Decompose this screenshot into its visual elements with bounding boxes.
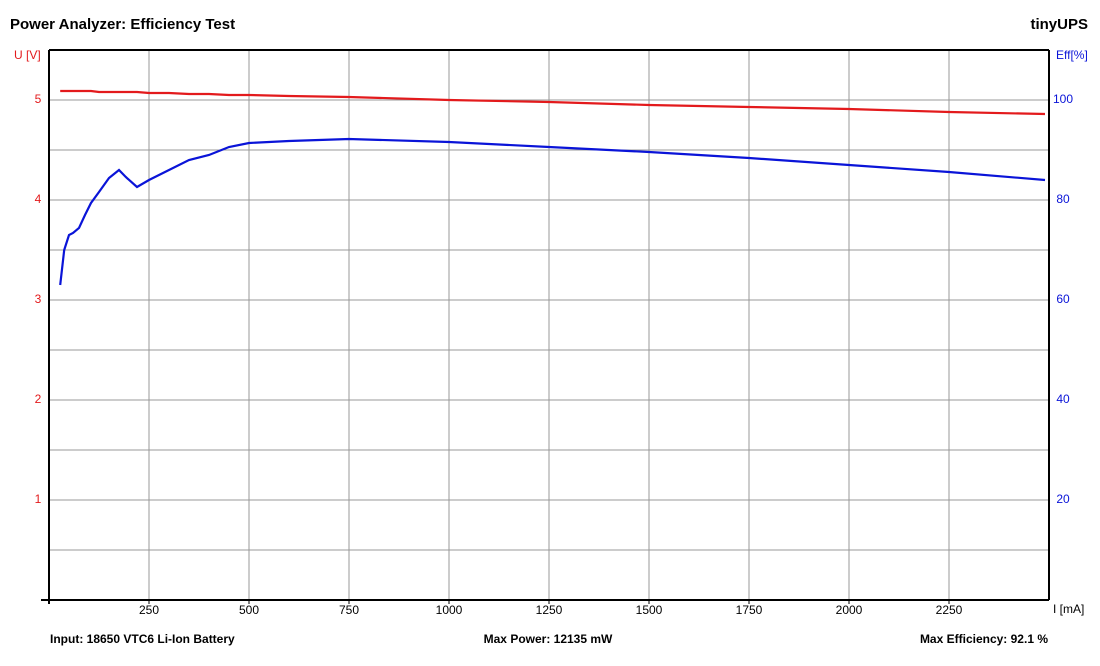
brand: tinyUPS	[1030, 16, 1088, 33]
chart-title: Power Analyzer: Efficiency Test	[10, 16, 235, 33]
footer-center: Max Power: 12135 mW	[484, 632, 613, 646]
x-tick-label: 1500	[636, 603, 663, 617]
y-tick-label: 2	[35, 392, 42, 406]
y2-tick-label: 40	[1056, 392, 1070, 406]
x-tick-label: 1750	[736, 603, 763, 617]
y2-tick-label: 100	[1053, 92, 1073, 106]
y-tick-label: 4	[35, 192, 42, 206]
x-tick-label: 500	[239, 603, 259, 617]
y2-tick-label: 80	[1056, 192, 1070, 206]
y-tick-label: 1	[35, 492, 42, 506]
x-tick-label: 2000	[836, 603, 863, 617]
y2-tick-label: 20	[1056, 492, 1070, 506]
footer-right: Max Efficiency: 92.1 %	[920, 632, 1048, 646]
series-line	[60, 89, 1046, 116]
series-line	[59, 137, 1046, 286]
x-tick-label: 2250	[936, 603, 963, 617]
x-tick-label: 750	[339, 603, 359, 617]
x-tick-label: 250	[139, 603, 159, 617]
x-tick-label: 1250	[536, 603, 563, 617]
footer-left: Input: 18650 VTC6 Li-Ion Battery	[50, 632, 235, 646]
y-tick-label: 5	[35, 92, 42, 106]
y-axis-label: U [V]	[14, 48, 41, 62]
x-tick-label: 1000	[436, 603, 463, 617]
y2-tick-label: 60	[1056, 292, 1070, 306]
y-tick-label: 3	[35, 292, 42, 306]
x-axis-label: I [mA]	[1053, 602, 1084, 616]
y2-axis-label: Eff[%]	[1056, 48, 1088, 62]
